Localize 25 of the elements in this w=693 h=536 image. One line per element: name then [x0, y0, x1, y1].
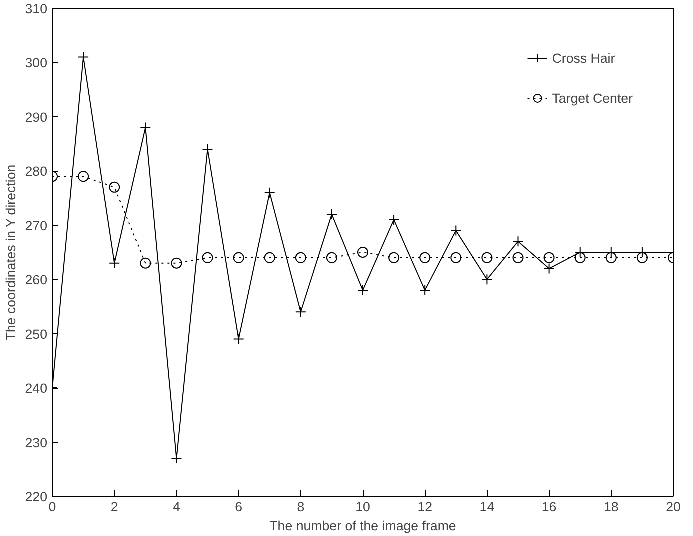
x-tick-label: 2 [110, 500, 118, 514]
x-tick-label: 10 [356, 500, 370, 514]
x-tick-label: 4 [172, 500, 181, 514]
x-tick-label: 6 [235, 500, 243, 514]
x-tick-label: 0 [48, 500, 56, 514]
x-axis-title: The number of the image frame [270, 518, 456, 534]
x-tick-label: 16 [542, 500, 557, 514]
x-tick-label: 18 [604, 500, 619, 514]
x-tick-label: 8 [297, 500, 305, 514]
y-tick-label: 260 [25, 272, 48, 288]
y-tick-label: 270 [25, 218, 48, 234]
y-tick-label: 290 [25, 110, 48, 125]
y-tick-label: 300 [25, 56, 48, 71]
y-axis-title: The coordinates in Y direction [3, 164, 18, 341]
x-tick-label: 20 [666, 500, 681, 514]
y-tick-label: 250 [25, 326, 48, 342]
y-tick-label: 230 [25, 435, 48, 450]
y-tick-label: 240 [25, 381, 48, 396]
x-tick-label: 14 [480, 500, 496, 514]
x-tick-label: 12 [418, 500, 433, 514]
y-tick-label: 220 [25, 490, 48, 504]
legend-label: Target Center [552, 90, 633, 106]
y-tick-label: 310 [25, 2, 48, 16]
legend-label: Cross Hair [552, 50, 616, 66]
y-tick-label: 280 [25, 164, 48, 180]
